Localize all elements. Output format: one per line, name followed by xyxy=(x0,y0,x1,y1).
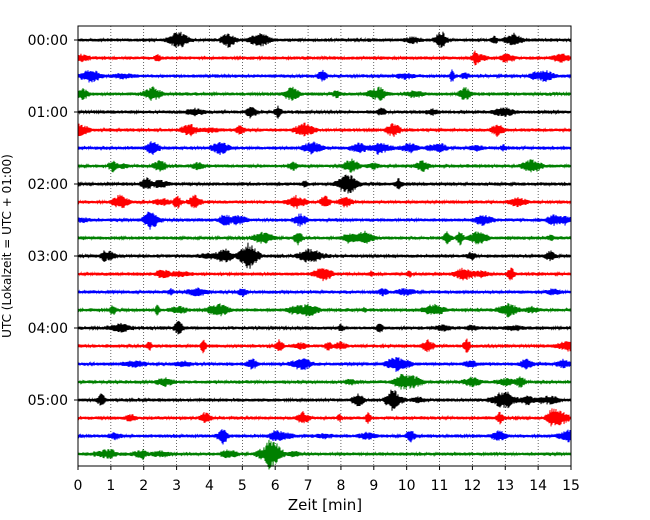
trace-line xyxy=(77,338,572,354)
trace-line xyxy=(77,211,572,230)
x-tick-label: 12 xyxy=(463,478,481,494)
y-tick-label: 05:00 xyxy=(28,393,68,409)
trace-line xyxy=(77,141,572,156)
trace-line xyxy=(77,194,572,209)
trace-line xyxy=(77,302,572,318)
trace-line xyxy=(77,408,572,427)
x-tick-label: 4 xyxy=(205,478,214,494)
trace-line xyxy=(77,105,572,119)
trace-line xyxy=(77,158,572,173)
trace-line xyxy=(77,242,572,269)
y-tick-label: 04:00 xyxy=(28,321,68,337)
x-tick-label: 6 xyxy=(271,478,280,494)
x-tick-label: 0 xyxy=(74,478,83,494)
y-tick-label: 03:00 xyxy=(28,249,68,265)
grid-lines xyxy=(110,26,539,466)
trace-line xyxy=(77,439,572,470)
x-axis: 0 1 2 3 4 5 6 7 8 9 10 11 12 13 14 15 xyxy=(74,466,580,494)
seismic-traces xyxy=(77,31,572,470)
trace-line xyxy=(77,373,572,390)
x-tick-label: 13 xyxy=(496,478,514,494)
x-tick-label: 10 xyxy=(398,478,416,494)
y-tick-label: 00:00 xyxy=(28,33,68,49)
trace-line xyxy=(77,356,572,372)
y-axis: 00:00 01:00 02:00 03:00 04:00 05:00 xyxy=(28,33,78,409)
x-tick-label: 2 xyxy=(139,478,148,494)
x-tick-label: 9 xyxy=(369,478,378,494)
y-tick-label: 02:00 xyxy=(28,177,68,193)
trace-line xyxy=(77,69,572,83)
trace-line xyxy=(77,429,572,445)
trace-line xyxy=(77,389,572,411)
x-tick-label: 14 xyxy=(529,478,547,494)
plot-frame xyxy=(77,25,572,467)
y-tick-label: 01:00 xyxy=(28,105,68,121)
trace-line xyxy=(77,267,572,282)
trace-line xyxy=(77,31,572,48)
trace-line xyxy=(77,174,572,194)
x-tick-label: 3 xyxy=(172,478,181,494)
trace-line xyxy=(77,287,572,298)
trace-line xyxy=(77,320,572,335)
x-tick-label: 1 xyxy=(106,478,115,494)
x-tick-label: 8 xyxy=(336,478,345,494)
trace-line xyxy=(77,122,572,137)
y-axis-label: UTC (Lokalzeit = UTC + 01:00) xyxy=(0,154,14,338)
x-tick-label: 11 xyxy=(431,478,449,494)
trace-line xyxy=(77,86,572,101)
trace-line xyxy=(77,50,572,66)
trace-line xyxy=(77,230,572,246)
x-tick-label: 5 xyxy=(238,478,247,494)
x-axis-label: Zeit [min] xyxy=(288,496,362,514)
x-tick-label: 7 xyxy=(304,478,313,494)
x-tick-label: 15 xyxy=(562,478,580,494)
